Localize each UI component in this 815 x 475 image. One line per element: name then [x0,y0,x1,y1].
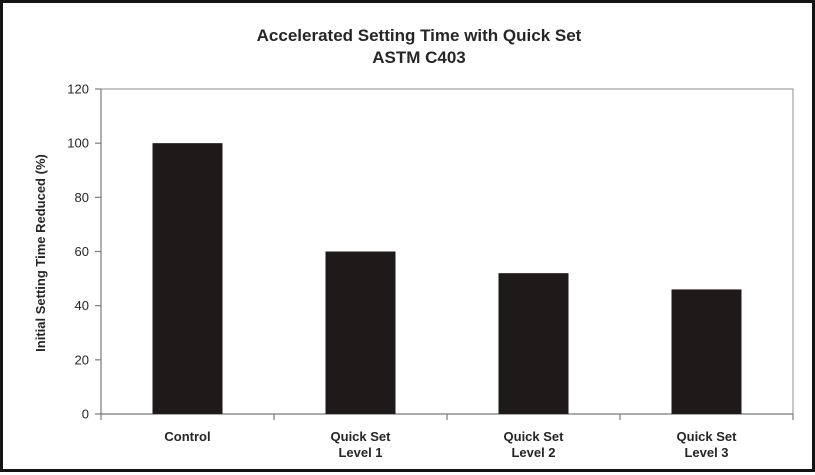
x-category-label-1-1: Level 1 [338,445,382,460]
y-tick-label-100: 100 [67,136,89,151]
bar-0 [152,143,223,414]
x-category-label-3-1: Level 3 [684,445,728,460]
chart-subtitle: ASTM C403 [372,48,466,67]
bar-3 [671,289,742,414]
x-category-label-0-0: Control [164,429,210,444]
x-category-label-1-0: Quick Set [331,429,392,444]
bar-1 [325,251,396,414]
x-category-label-3-0: Quick Set [677,429,738,444]
bar-chart: Accelerated Setting Time with Quick Set … [33,26,794,460]
y-tick-label-80: 80 [75,190,89,205]
bar-2 [498,273,569,414]
y-tick-label-120: 120 [67,82,89,97]
x-category-label-2-0: Quick Set [504,429,565,444]
x-category-label-2-1: Level 2 [511,445,555,460]
y-tick-label-20: 20 [75,352,89,367]
y-tick-label-60: 60 [75,244,89,259]
y-axis-label: Initial Setting Time Reduced (%) [33,154,48,352]
y-tick-label-0: 0 [82,407,89,422]
chart-title: Accelerated Setting Time with Quick Set [257,26,582,45]
y-tick-label-40: 40 [75,298,89,313]
